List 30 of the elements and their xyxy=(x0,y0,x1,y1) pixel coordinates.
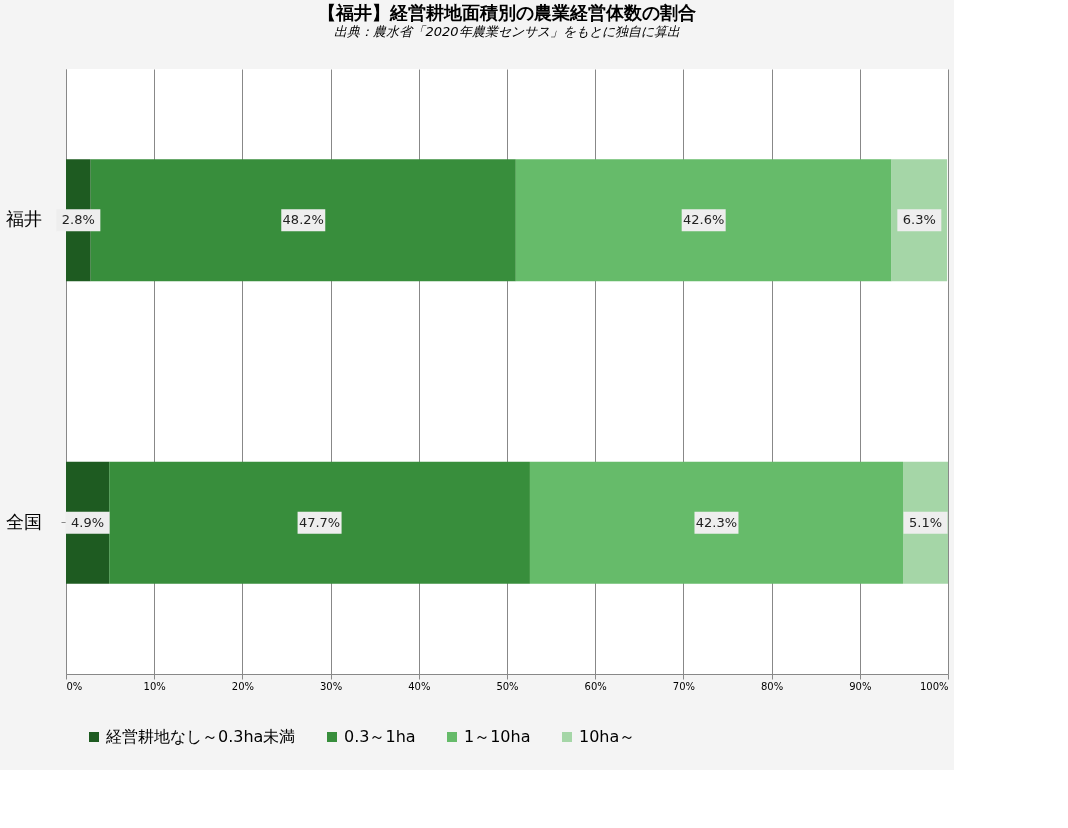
bar xyxy=(109,461,530,584)
text: 48.2% xyxy=(282,212,324,228)
x-tick-label: 40% xyxy=(408,680,431,692)
chart-title: 【福井】経営耕地面積別の農業経営体数の割合 xyxy=(318,2,696,23)
x-tick-label: 30% xyxy=(319,680,343,692)
x-tick-label: 90% xyxy=(849,680,872,692)
text: 42.3% xyxy=(695,514,738,530)
legend-label: 10ha～ xyxy=(579,727,636,746)
text: 4.9% xyxy=(71,514,105,530)
x-tick-label: 70% xyxy=(672,680,696,692)
x-tick-label: 0% xyxy=(66,680,83,692)
x-tick-label: 50% xyxy=(496,680,519,692)
legend-label: 0.3～1ha xyxy=(344,727,416,746)
x-tick-label: 10% xyxy=(143,680,166,692)
bar xyxy=(515,159,892,282)
legend-label: 1～10ha xyxy=(464,727,531,746)
text: 2.8% xyxy=(61,212,95,228)
y-tick-label: 全国 xyxy=(5,510,42,532)
x-tick-label: 80% xyxy=(760,680,784,692)
text: 6.3% xyxy=(902,212,936,228)
source-note: 出典：農水省「2020年農業センサス」をもとに独自に算出 xyxy=(334,24,680,39)
text: 42.6% xyxy=(683,212,725,228)
x-tick-label: 60% xyxy=(584,680,607,692)
text: 47.7% xyxy=(298,514,341,530)
text: 5.1% xyxy=(908,514,943,530)
x-tick-label: 100% xyxy=(919,680,949,692)
legend-label: 経営耕地なし～0.3ha未満 xyxy=(105,727,296,746)
bar xyxy=(529,461,904,584)
x-tick-label: 20% xyxy=(231,680,255,692)
y-tick-label: 福井 xyxy=(5,208,42,230)
